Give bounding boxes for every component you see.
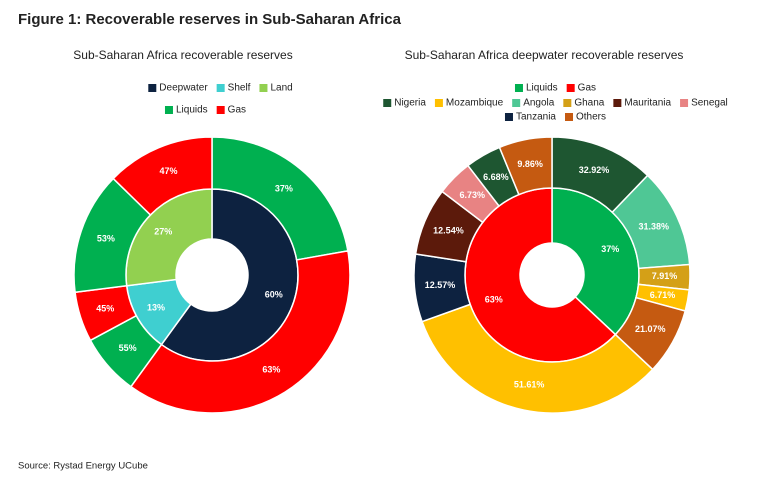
outer-label: 31.38%: [638, 221, 669, 231]
outer-label: 55%: [119, 343, 137, 353]
legend-label: Deepwater: [159, 83, 208, 94]
legend-label: Gas: [228, 105, 246, 116]
inner-label: 60%: [265, 289, 283, 299]
outer-label: 6.73%: [459, 190, 485, 200]
inner-label: 37%: [601, 244, 619, 254]
outer-slice: [498, 136, 553, 196]
legend-label: Angola: [523, 98, 555, 109]
outer-label: 7.91%: [652, 271, 678, 281]
outer-label: 6.68%: [483, 172, 509, 182]
legend-swatch: [563, 99, 572, 107]
legend-label: Ghana: [574, 98, 604, 109]
outer-label: 9.86%: [517, 159, 543, 169]
legend-label: Mauritania: [624, 98, 671, 109]
legend-label: Gas: [578, 83, 596, 94]
legend-swatch: [565, 113, 574, 121]
legend-label: Senegal: [691, 98, 728, 109]
source: Source: Rystad Energy UCube: [18, 461, 148, 472]
inner-label: 27%: [154, 226, 172, 236]
inner-label: 13%: [147, 302, 165, 312]
outer-label: 53%: [97, 234, 115, 244]
legend-swatch: [164, 106, 173, 114]
outer-slice: [129, 249, 351, 414]
chart-title: Sub-Saharan Africa deepwater recoverable…: [405, 48, 684, 62]
figure-title: Figure 1: Recoverable reserves in Sub-Sa…: [18, 11, 402, 28]
legend-label: Others: [576, 112, 606, 123]
legend-swatch: [216, 106, 225, 114]
outer-label: 6.71%: [650, 290, 676, 300]
legend-swatch: [680, 99, 689, 107]
legend-swatch: [434, 99, 443, 107]
legend-label: Land: [270, 83, 292, 94]
outer-label: 37%: [275, 184, 293, 194]
legend-label: Nigeria: [394, 98, 426, 109]
outer-label: 45%: [96, 303, 114, 313]
outer-slice: [112, 136, 213, 216]
outer-label: 21.07%: [635, 324, 666, 334]
legend-swatch: [383, 99, 392, 107]
outer-label: 12.57%: [425, 280, 456, 290]
legend-label: Tanzania: [516, 112, 556, 123]
chart-title: Sub-Saharan Africa recoverable reserves: [73, 48, 292, 62]
legend-swatch: [504, 113, 513, 121]
outer-label: 12.54%: [433, 225, 464, 235]
inner-label: 63%: [485, 295, 503, 305]
legend-swatch: [216, 84, 225, 92]
legend-swatch: [512, 99, 521, 107]
legend-label: Liquids: [526, 83, 558, 94]
legend-label: Shelf: [228, 83, 251, 94]
legend-swatch: [613, 99, 622, 107]
outer-label: 51.61%: [514, 380, 545, 390]
legend-swatch: [148, 84, 157, 92]
legend-swatch: [259, 84, 268, 92]
legend-swatch: [514, 84, 523, 92]
outer-label: 47%: [160, 166, 178, 176]
outer-slice: [421, 303, 654, 414]
outer-label: 63%: [262, 364, 280, 374]
outer-label: 32.92%: [579, 165, 610, 175]
legend-swatch: [566, 84, 575, 92]
legend-label: Liquids: [176, 105, 208, 116]
legend-label: Mozambique: [446, 98, 504, 109]
